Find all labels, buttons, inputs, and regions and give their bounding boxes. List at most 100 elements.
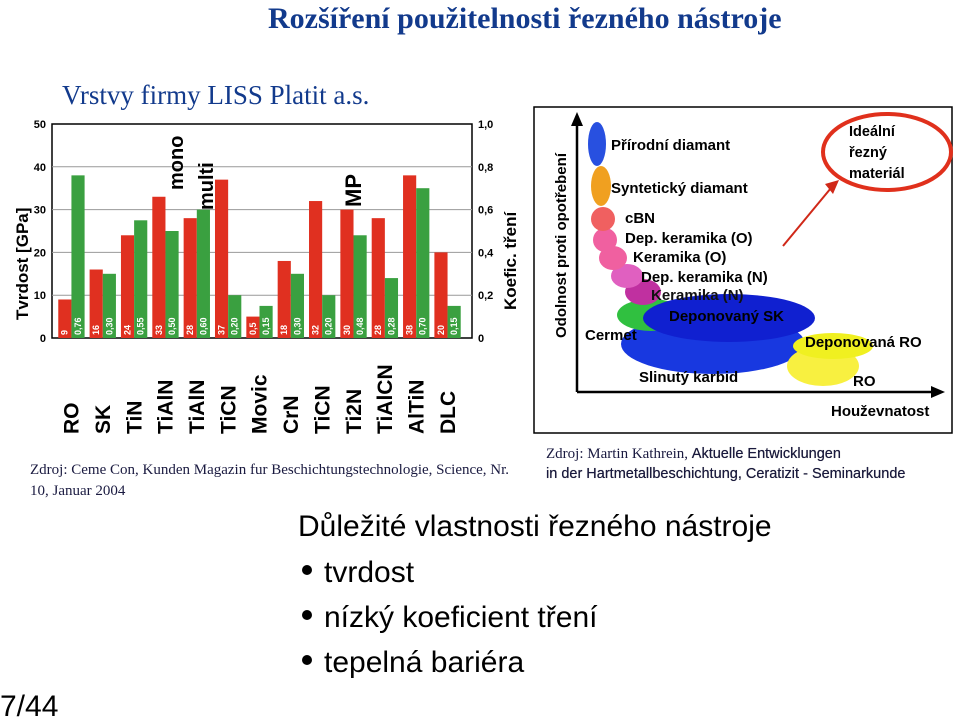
x-axis-arrow — [931, 386, 945, 398]
hardness-bar — [309, 201, 323, 338]
y-right-tick-label: 0,8 — [478, 162, 493, 174]
friction-bar — [102, 273, 116, 338]
material-label-keramika-o: Keramika (O) — [633, 249, 726, 266]
material-label-slinuty-karbid: Slinutý karbid — [639, 369, 738, 386]
material-label-deponovana-ro: Deponovaná RO — [805, 334, 922, 351]
friction-value-label: 0,20 — [324, 317, 334, 335]
property-text: tepelná bariéra — [324, 646, 525, 679]
property-text: tvrdost — [324, 556, 415, 589]
hardness-bar — [152, 196, 166, 338]
hardness-bar — [371, 218, 385, 338]
group-label-mono: mono — [166, 136, 188, 190]
material-label-prirodni-diamant: Přírodní diamant — [611, 137, 730, 154]
category-label: TiN — [123, 401, 146, 434]
y-left-tick-label: 30 — [34, 205, 46, 217]
hardness-value-label: 9 — [60, 330, 70, 335]
hardness-value-label: 30 — [342, 325, 352, 335]
friction-bar — [196, 209, 210, 338]
hardness-value-label: 28 — [185, 325, 195, 335]
y-left-axis-label: Tvrdost [GPa] — [13, 208, 32, 320]
category-label: TiCN — [311, 385, 334, 434]
y-right-tick-label: 0,4 — [478, 247, 494, 259]
bullet-icon — [302, 655, 312, 666]
right-source-bold-2: in der Hartmetallbeschichtung, Ceratizit… — [546, 466, 906, 482]
right-source-prefix: Zdroj: Martin Kathrein, — [546, 446, 692, 462]
left-source-note: Zdroj: Ceme Con, Kunden Magazin fur Besc… — [30, 462, 510, 499]
hardness-value-label: 32 — [310, 325, 320, 335]
friction-bar — [353, 235, 367, 338]
bullet-icon — [302, 610, 312, 621]
material-blob-prirodni-diamant — [588, 122, 606, 166]
ideal-ellipse — [821, 112, 953, 192]
hardness-value-label: 28 — [373, 325, 383, 335]
diagram-frame — [533, 106, 953, 434]
material-label-synteticky-diamant: Syntetický diamant — [611, 180, 748, 197]
right-source-bold-1: Aktuelle Entwicklungen — [691, 446, 841, 462]
friction-value-label: 0,15 — [449, 317, 459, 335]
section-subtitle: Vrstvy firmy LISS Platit a.s. — [62, 80, 370, 110]
hardness-bar — [183, 218, 197, 338]
friction-value-label: 0,30 — [104, 317, 114, 335]
friction-bar — [290, 273, 304, 338]
material-label-dep-keramika-n: Dep. keramika (N) — [641, 269, 768, 286]
category-label: TiAlN — [155, 380, 178, 434]
hardness-value-label: 37 — [216, 325, 226, 335]
property-text: nízký koeficient tření — [324, 601, 598, 634]
y-right-axis-label: Koefic. tření — [501, 210, 520, 310]
material-map-diagram: Odolnost proti opotřebení Houževnatost I… — [533, 106, 953, 434]
material-blob-synteticky-diamant — [591, 166, 611, 206]
y-right-tick-label: 1,0 — [478, 119, 493, 131]
category-label: TiAlN — [186, 380, 209, 434]
material-blob-keramika-o — [599, 246, 627, 270]
hardness-bar — [277, 260, 291, 338]
friction-bar — [228, 295, 242, 338]
hardness-bar — [214, 179, 229, 338]
material-blob-dep-keramika-n — [611, 264, 643, 288]
x-axis-label: Houževnatost — [831, 403, 929, 420]
material-blob-dep-keramika-o — [593, 228, 617, 252]
friction-value-label: 0,28 — [386, 317, 396, 335]
coating-bar-chart: 0 0 10 0,2 20 0,4 30 0,6 40 0,8 50 1,0 Tvrdost [GPa… — [13, 119, 520, 434]
properties-list: tvrdost nízký koeficient tření tepelná b… — [296, 550, 597, 685]
ideal-arrow-head — [825, 180, 839, 194]
friction-value-label: 0,20 — [230, 317, 240, 335]
ideal-label-line-2: řezný — [849, 145, 887, 161]
material-blob-cbn — [591, 207, 615, 231]
friction-value-label: 0,50 — [167, 317, 177, 335]
material-label-ro: RO — [853, 373, 876, 390]
material-label-dep-keramika-o: Dep. keramika (O) — [625, 230, 753, 247]
ideal-arrow-line — [782, 187, 832, 247]
hardness-bar — [89, 269, 103, 338]
hardness-bar — [434, 252, 448, 338]
bullet-icon — [302, 565, 312, 576]
friction-bar — [322, 295, 336, 338]
y-left-tick-label: 10 — [34, 290, 46, 302]
page-number: 7/44 — [0, 690, 59, 723]
hardness-value-label: 38 — [405, 325, 415, 335]
page-title: Rozšíření použitelnosti řezného nástroje — [268, 2, 782, 35]
y-right-tick-label: 0,6 — [478, 205, 493, 217]
category-label: Movic — [249, 374, 272, 434]
property-item: tvrdost — [296, 550, 597, 595]
category-label: TiCN — [217, 385, 240, 434]
category-label: CrN — [280, 395, 303, 434]
material-label-cbn: cBN — [625, 210, 655, 227]
hardness-value-label: 33 — [154, 325, 164, 335]
ideal-label-line-1: Ideální — [849, 124, 896, 140]
friction-bar — [71, 175, 85, 338]
material-label-deponovany-sk: Deponovaný SK — [669, 308, 784, 325]
hardness-bar — [246, 316, 260, 338]
hardness-bar — [58, 299, 72, 338]
property-item: nízký koeficient tření — [296, 595, 597, 640]
friction-value-label: 0,15 — [261, 317, 271, 335]
friction-value-label: 0,70 — [418, 317, 428, 335]
material-label-keramika-n: Keramika (N) — [651, 287, 744, 304]
hardness-bar — [340, 209, 354, 338]
property-item: tepelná bariéra — [296, 640, 597, 685]
hardness-value-label: 24 — [122, 325, 132, 335]
category-label: SK — [92, 405, 115, 434]
hardness-value-label: 18 — [279, 325, 289, 335]
friction-bar — [384, 278, 399, 338]
hardness-value-label: 0,5 — [248, 322, 258, 335]
group-label-mp: MP — [341, 174, 366, 207]
